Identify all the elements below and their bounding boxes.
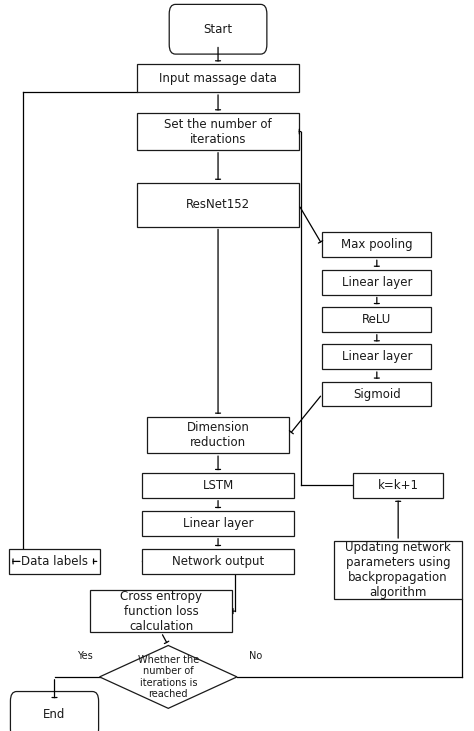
FancyBboxPatch shape: [353, 473, 443, 498]
Text: Whether the
number of
iterations is
reached: Whether the number of iterations is reac…: [137, 654, 199, 700]
Text: Updating network
parameters using
backpropagation
algorithm: Updating network parameters using backpr…: [345, 541, 451, 599]
FancyBboxPatch shape: [322, 232, 431, 257]
Text: Sigmoid: Sigmoid: [353, 387, 401, 401]
FancyBboxPatch shape: [147, 417, 289, 453]
Text: Dimension
reduction: Dimension reduction: [187, 421, 249, 449]
Text: Cross entropy
function loss
calculation: Cross entropy function loss calculation: [120, 590, 202, 632]
Text: Linear layer: Linear layer: [342, 350, 412, 363]
Text: End: End: [43, 708, 66, 721]
Text: ResNet152: ResNet152: [186, 198, 250, 211]
FancyBboxPatch shape: [142, 549, 294, 574]
FancyBboxPatch shape: [137, 64, 299, 92]
FancyBboxPatch shape: [322, 270, 431, 295]
FancyBboxPatch shape: [9, 549, 100, 574]
FancyBboxPatch shape: [322, 344, 431, 369]
Text: k=k+1: k=k+1: [378, 479, 419, 492]
Text: Yes: Yes: [77, 651, 93, 662]
Text: Max pooling: Max pooling: [341, 238, 413, 251]
FancyBboxPatch shape: [137, 113, 299, 150]
FancyBboxPatch shape: [137, 183, 299, 227]
Text: Linear layer: Linear layer: [183, 517, 253, 530]
Text: Start: Start: [203, 23, 233, 36]
Text: Data labels: Data labels: [21, 555, 88, 568]
FancyBboxPatch shape: [334, 541, 462, 599]
FancyBboxPatch shape: [90, 590, 232, 632]
Text: Network output: Network output: [172, 555, 264, 568]
FancyBboxPatch shape: [322, 307, 431, 332]
FancyBboxPatch shape: [142, 473, 294, 498]
Text: Linear layer: Linear layer: [342, 276, 412, 289]
Text: No: No: [249, 651, 263, 662]
Text: LSTM: LSTM: [202, 479, 234, 492]
FancyBboxPatch shape: [142, 511, 294, 536]
FancyBboxPatch shape: [10, 692, 99, 731]
FancyBboxPatch shape: [322, 382, 431, 406]
Text: Input massage data: Input massage data: [159, 72, 277, 85]
FancyBboxPatch shape: [169, 4, 267, 54]
Polygon shape: [100, 645, 237, 708]
Text: ReLU: ReLU: [362, 313, 392, 326]
Text: Set the number of
iterations: Set the number of iterations: [164, 118, 272, 145]
